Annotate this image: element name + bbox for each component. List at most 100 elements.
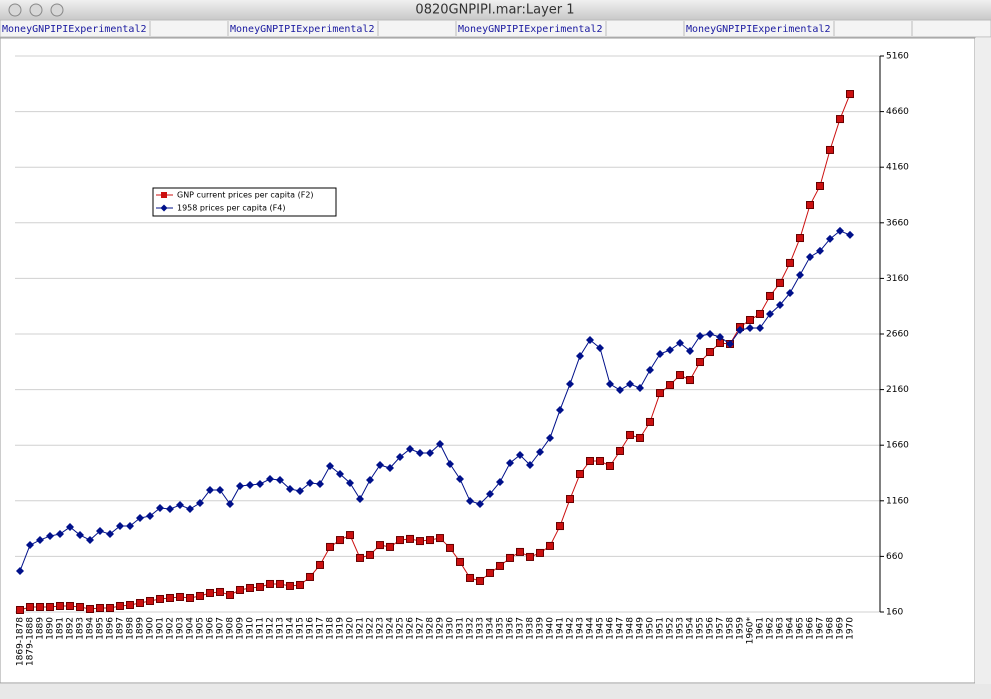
marker — [126, 522, 134, 531]
marker — [776, 300, 784, 309]
marker — [786, 288, 794, 297]
marker — [86, 536, 94, 545]
marker — [566, 495, 574, 504]
marker — [846, 230, 854, 239]
zoom-button[interactable] — [50, 3, 64, 17]
tab-label[interactable]: MoneyGNPIPIExperimental2 — [458, 24, 603, 35]
marker — [346, 531, 354, 540]
marker — [616, 386, 624, 395]
x-tick-label: 1935 — [496, 617, 506, 640]
x-tick-label: 1906 — [206, 617, 216, 640]
marker — [586, 456, 594, 465]
marker — [26, 541, 34, 550]
y-tick-label: 160 — [886, 608, 903, 618]
x-tick-label: 1902 — [166, 617, 176, 640]
marker — [466, 573, 474, 582]
marker — [206, 486, 214, 495]
marker — [486, 490, 494, 499]
x-tick-label: 1942 — [566, 617, 576, 640]
window-title: 0820GNPIPI.mar:Layer 1 — [415, 3, 574, 18]
tab-bar — [0, 19, 991, 38]
marker — [76, 531, 84, 540]
marker — [376, 460, 384, 469]
marker — [636, 384, 644, 393]
marker — [136, 514, 144, 523]
x-tick-label: 1970 — [846, 617, 856, 640]
marker — [696, 358, 704, 367]
x-tick-label: 1892 — [66, 617, 76, 640]
marker — [696, 332, 704, 341]
minimize-button[interactable] — [29, 3, 43, 17]
marker — [436, 534, 444, 543]
marker — [116, 522, 124, 531]
marker — [56, 601, 64, 610]
x-tick-label: 1923 — [376, 617, 386, 640]
close-button[interactable] — [8, 3, 22, 17]
marker — [816, 246, 824, 255]
x-tick-label: 1913 — [276, 617, 286, 640]
marker — [446, 543, 454, 552]
marker — [286, 485, 294, 494]
x-tick-label: 1938 — [526, 617, 536, 640]
x-tick-label: 1901 — [156, 617, 166, 640]
y-tick-label: 4660 — [886, 107, 909, 117]
marker — [416, 448, 424, 457]
x-tick-label: 1960* — [746, 617, 756, 645]
marker — [316, 480, 324, 489]
x-tick-label: 1930 — [446, 617, 456, 640]
x-tick-label: 1927 — [416, 617, 426, 640]
x-tick-label: 1921 — [356, 617, 366, 640]
marker — [126, 600, 134, 609]
marker — [296, 487, 304, 496]
legend-label: 1958 prices per capita (F4) — [177, 204, 285, 213]
x-tick-label: 1941 — [556, 617, 566, 640]
marker — [576, 352, 584, 361]
marker — [336, 536, 344, 545]
scrollbar[interactable] — [975, 38, 991, 684]
x-tick-label: 1929 — [436, 617, 446, 640]
marker — [816, 181, 824, 190]
x-tick-label: 1890 — [46, 617, 56, 640]
tab-label[interactable]: MoneyGNPIPIExperimental2 — [686, 24, 831, 35]
marker — [76, 602, 84, 611]
marker — [646, 417, 654, 426]
marker — [26, 602, 34, 611]
marker — [536, 548, 544, 557]
marker — [606, 380, 614, 389]
marker — [516, 547, 524, 556]
marker — [266, 579, 274, 588]
marker — [306, 572, 314, 581]
x-tick-label: 1905 — [196, 617, 206, 640]
tab-label[interactable]: MoneyGNPIPIExperimental2 — [2, 24, 147, 35]
tab-label[interactable]: MoneyGNPIPIExperimental2 — [230, 24, 375, 35]
x-tick-label: 1931 — [456, 617, 466, 640]
marker — [426, 448, 434, 457]
marker — [366, 550, 374, 559]
x-tick-label: 1959 — [736, 617, 746, 640]
marker — [516, 450, 524, 459]
marker — [106, 603, 114, 612]
marker — [666, 346, 674, 355]
x-tick-label: 1950 — [646, 617, 656, 640]
x-tick-label: 1925 — [396, 617, 406, 640]
y-tick-label: 2160 — [886, 385, 909, 395]
marker — [86, 604, 94, 613]
legend-marker — [160, 204, 168, 212]
x-tick-label: 1937 — [516, 617, 526, 640]
marker — [496, 561, 504, 570]
x-tick-label: 1916 — [306, 617, 316, 640]
marker — [386, 542, 394, 551]
marker — [46, 602, 54, 611]
x-tick-label: 1932 — [466, 617, 476, 640]
marker — [786, 258, 794, 267]
x-tick-label: 1952 — [666, 617, 676, 640]
y-tick-label: 3660 — [886, 218, 909, 228]
marker — [626, 380, 634, 389]
x-tick-label: 1955 — [696, 617, 706, 640]
x-tick-label: 1933 — [476, 617, 486, 640]
marker — [396, 452, 404, 461]
x-tick-label: 1962 — [766, 617, 776, 640]
marker — [616, 446, 624, 455]
x-tick-label: 1957 — [716, 617, 726, 640]
title-bar — [0, 0, 991, 20]
